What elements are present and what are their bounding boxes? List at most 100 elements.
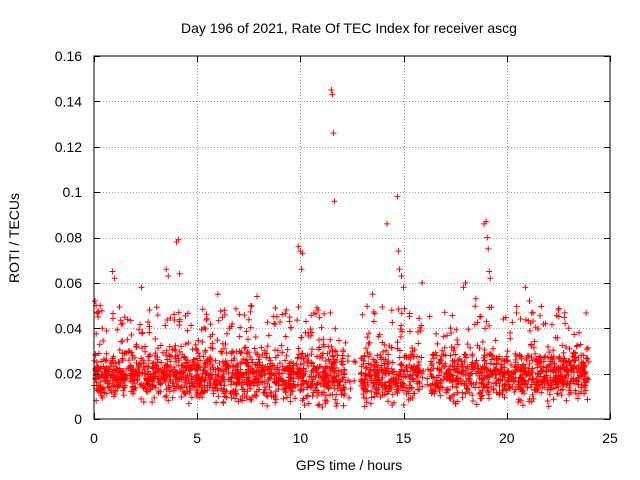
data-point (351, 377, 358, 384)
data-point (450, 347, 457, 354)
data-point (110, 383, 117, 390)
data-point (272, 305, 279, 312)
data-point (249, 359, 256, 366)
data-point (580, 376, 587, 383)
x-tick-label: 10 (293, 430, 309, 446)
data-point (223, 394, 230, 401)
data-point (203, 315, 210, 322)
data-point (476, 313, 483, 320)
data-point (388, 307, 395, 314)
data-point (366, 366, 373, 373)
data-point (271, 393, 278, 400)
data-point (515, 377, 522, 384)
data-point (575, 354, 582, 361)
data-point (166, 376, 173, 383)
data-point (234, 371, 241, 378)
data-point (333, 403, 340, 410)
data-point (133, 344, 140, 351)
data-point (213, 399, 220, 406)
data-point (462, 390, 469, 397)
data-point (344, 358, 351, 365)
data-point (126, 363, 133, 370)
data-point (405, 390, 412, 397)
data-point (578, 352, 585, 359)
data-point (567, 389, 574, 396)
data-point (157, 380, 164, 387)
data-point (172, 376, 179, 383)
data-point (474, 342, 481, 349)
data-point (506, 384, 513, 391)
data-point (481, 364, 488, 371)
data-point (189, 382, 196, 389)
data-point (161, 364, 168, 371)
data-point (555, 313, 562, 320)
data-point (215, 371, 222, 378)
data-point (308, 351, 315, 358)
data-point (173, 375, 180, 382)
data-point (461, 358, 468, 365)
data-point (204, 370, 211, 377)
data-point (332, 325, 339, 332)
data-point (203, 369, 210, 376)
data-point (448, 329, 455, 336)
data-point (572, 387, 579, 394)
data-point (309, 360, 316, 367)
data-point (537, 363, 544, 370)
data-point (399, 387, 406, 394)
data-point (193, 392, 200, 399)
data-point (400, 402, 407, 409)
data-point (251, 378, 258, 385)
data-point (283, 306, 290, 313)
data-point (512, 359, 519, 366)
data-point (469, 351, 476, 358)
data-point (464, 341, 471, 348)
data-point (385, 383, 392, 390)
data-point (159, 349, 166, 356)
data-point (463, 354, 470, 361)
data-point (394, 388, 401, 395)
data-point (566, 345, 573, 352)
data-point (152, 335, 159, 342)
data-point (531, 387, 538, 394)
data-point (325, 356, 332, 363)
data-point (419, 383, 426, 390)
data-point (305, 400, 312, 407)
data-point (230, 380, 237, 387)
data-point (230, 363, 237, 370)
data-point (398, 360, 405, 367)
data-point (145, 363, 152, 370)
data-point (318, 352, 325, 359)
data-point (275, 378, 282, 385)
data-point (210, 378, 217, 385)
data-point (488, 304, 495, 311)
data-point (398, 379, 405, 386)
data-point (426, 313, 433, 320)
data-point (144, 368, 151, 375)
data-point (504, 368, 511, 375)
data-point (121, 314, 128, 321)
data-point (245, 336, 252, 343)
data-point-outlier (486, 268, 493, 275)
data-point (189, 359, 196, 366)
data-point (140, 364, 147, 371)
data-point (433, 377, 440, 384)
data-point (506, 329, 513, 336)
data-point (325, 343, 332, 350)
data-point (549, 356, 556, 363)
data-point (184, 327, 191, 334)
data-point (460, 364, 467, 371)
data-point (198, 326, 205, 333)
data-point (116, 382, 123, 389)
data-point (153, 368, 160, 375)
data-point (150, 382, 157, 389)
data-point (358, 369, 365, 376)
data-point (325, 385, 332, 392)
data-point (236, 333, 243, 340)
data-point (138, 395, 145, 402)
data-point (431, 352, 438, 359)
data-point (241, 312, 248, 319)
data-point (564, 378, 571, 385)
data-point (295, 345, 302, 352)
data-point (139, 369, 146, 376)
data-point (490, 361, 497, 368)
